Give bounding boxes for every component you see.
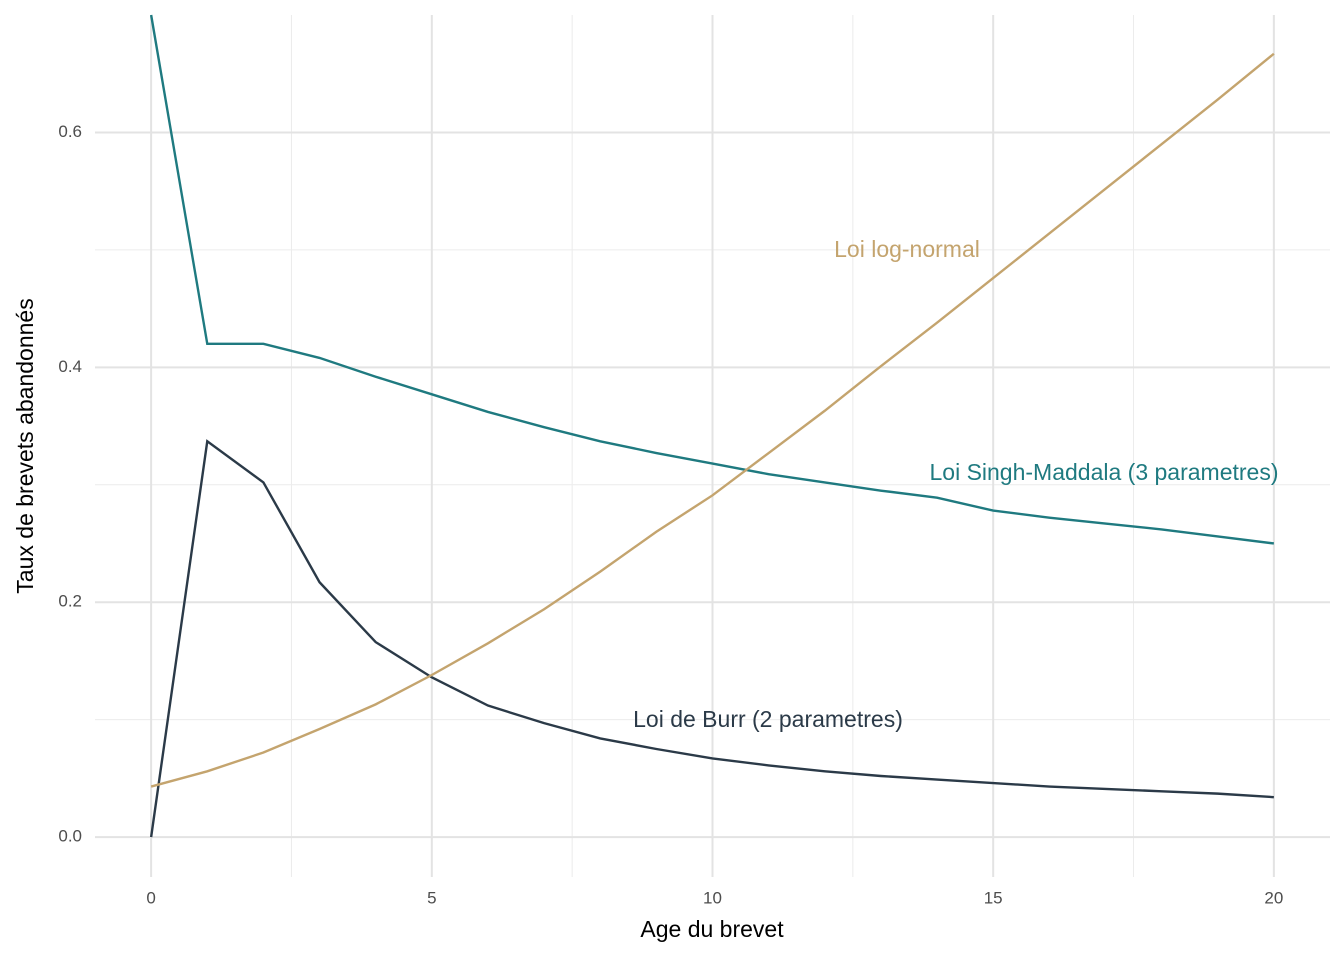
- series-label: Loi Singh-Maddala (3 parametres): [929, 459, 1278, 485]
- line-series: [149, 439, 1274, 838]
- x-tick-label: 5: [427, 888, 436, 907]
- x-tick-label: 15: [984, 888, 1003, 907]
- x-tick-label: 20: [1264, 888, 1283, 907]
- series-label: Loi de Burr (2 parametres): [633, 706, 903, 732]
- x-axis-title: Age du brevet: [640, 916, 784, 942]
- line-series: [149, 14, 1275, 545]
- series-label: Loi log-normal: [834, 236, 980, 262]
- y-tick-label: 0.4: [58, 357, 82, 376]
- x-tick-label: 0: [146, 888, 155, 907]
- y-axis-title: Taux de brevets abandonnés: [12, 298, 38, 593]
- y-tick-label: 0.6: [58, 122, 82, 141]
- y-tick-label: 0.0: [58, 827, 82, 846]
- line-series: [150, 52, 1275, 788]
- y-tick-label: 0.2: [58, 592, 82, 611]
- x-tick-label: 10: [703, 888, 722, 907]
